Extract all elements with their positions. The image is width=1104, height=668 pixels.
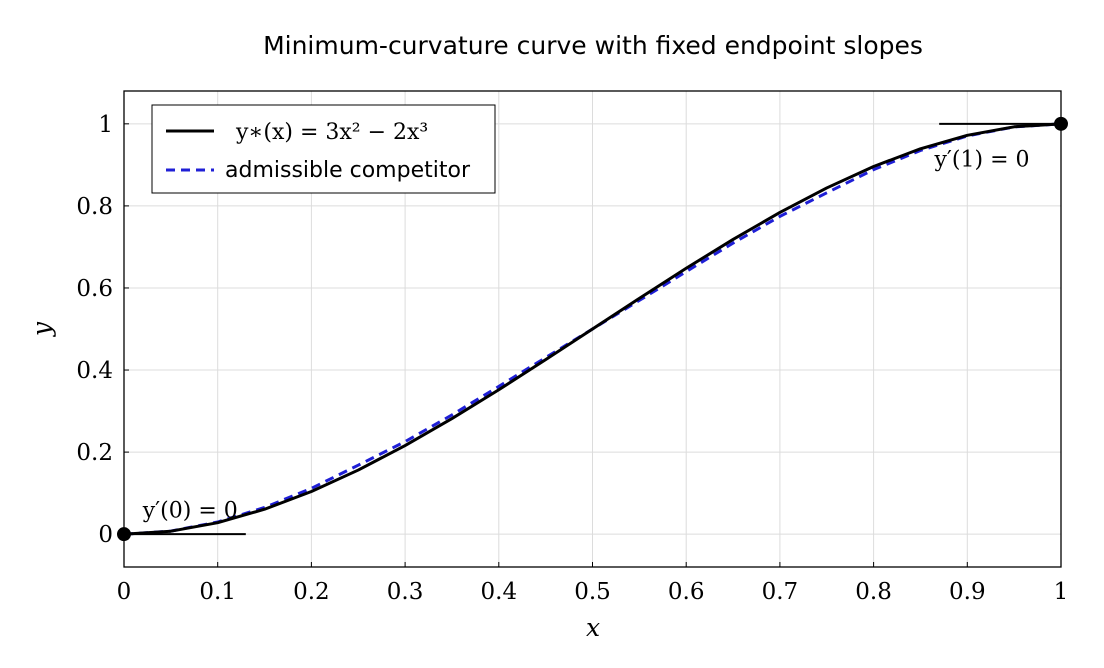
y-axis-label: y — [27, 321, 56, 337]
series-line-1 — [123, 122, 1062, 536]
x-tick-label: 0.8 — [855, 579, 892, 605]
annotations: y′(0) = 0 y′(1) = 0 — [142, 148, 1030, 524]
x-tick-label: 0.4 — [481, 579, 518, 605]
x-tick-label: 1 — [1054, 579, 1069, 605]
y-tick-label: 0.8 — [76, 194, 113, 220]
y-tick-label: 1 — [98, 112, 113, 138]
y-tick-label: 0 — [98, 522, 113, 548]
x-tick-label: 0.1 — [199, 579, 236, 605]
x-axis-label: x — [586, 613, 600, 642]
x-tick-label: 0 — [117, 579, 132, 605]
chart-title: Minimum-curvature curve with fixed endpo… — [263, 31, 923, 60]
legend-label-series-2: admissible competitor — [225, 158, 471, 183]
legend-label-series-1: y∗(x) = 3x² − 2x³ — [235, 120, 428, 145]
x-tick-label: 0.2 — [293, 579, 330, 605]
y-tick-label: 0.2 — [76, 440, 113, 466]
legend-box — [151, 104, 496, 194]
x-tick-label: 0.6 — [668, 579, 705, 605]
x-tick-labels: 0 0.1 0.2 0.3 0.4 0.5 0.6 0.7 0.8 0.9 1 — [117, 562, 1069, 605]
slope-annotation: y′(1) = 0 — [934, 148, 1030, 173]
y-tick-label: 0.4 — [76, 358, 113, 384]
tangent-lines — [124, 122, 1061, 536]
y-tick-label: 0.6 — [76, 276, 113, 302]
slope-annotation: y′(0) = 0 — [142, 499, 238, 524]
series-group — [123, 122, 1062, 536]
x-tick-label: 0.9 — [949, 579, 986, 605]
x-tick-label: 0.7 — [762, 579, 799, 605]
legend: y∗(x) = 3x² − 2x³ admissible competitor — [151, 104, 496, 194]
y-tick-labels: 0 0.2 0.4 0.6 0.8 1 — [76, 112, 129, 548]
x-tick-label: 0.3 — [387, 579, 424, 605]
x-tick-label: 0.5 — [574, 579, 611, 605]
